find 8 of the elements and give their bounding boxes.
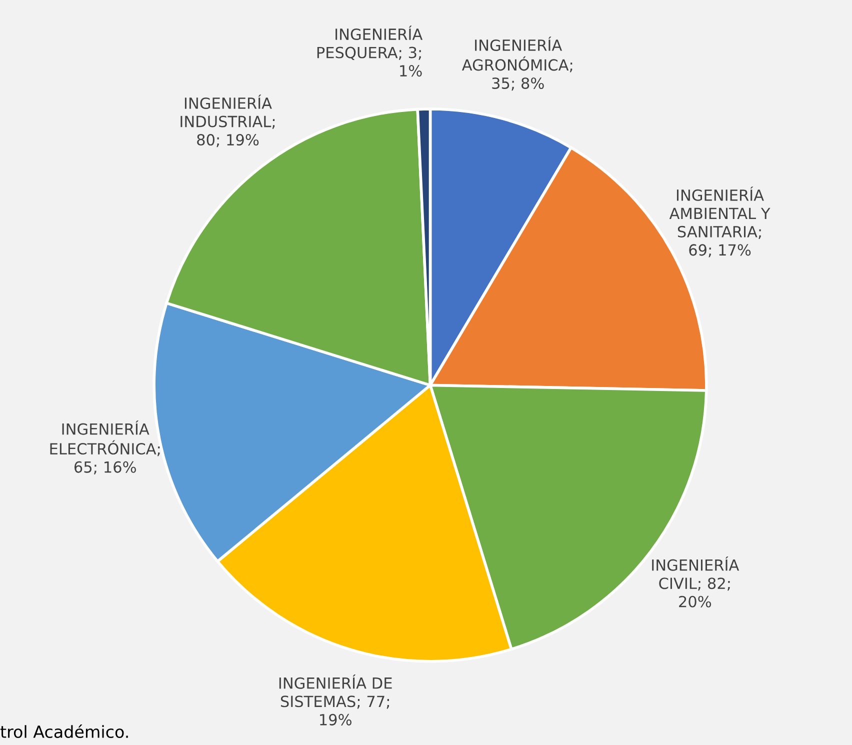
slice-label: INGENIERÍA ELECTRÓNICA; 65; 16% bbox=[50, 420, 160, 474]
slice-label: INGENIERÍA PESQUERA; 3; 1% bbox=[317, 26, 423, 77]
slice-label: INGENIERÍA AMBIENTAL Y SANITARIA; 69; 17% bbox=[669, 186, 770, 258]
slice-label: INGENIERÍA CIVIL; 82; 20% bbox=[652, 556, 740, 608]
slice-label: INGENIERÍA AGRONÓMICA; 35; 8% bbox=[462, 36, 572, 91]
slice-label: INGENIERÍA INDUSTRIAL; 80; 19% bbox=[180, 94, 275, 148]
text: trol Académico. bbox=[0, 724, 128, 738]
slice-label: INGENIERÍA DE SISTEMAS; 77; 19% bbox=[279, 674, 392, 726]
